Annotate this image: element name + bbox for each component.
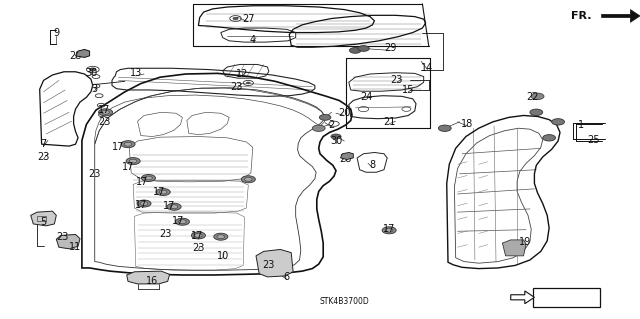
Circle shape: [214, 233, 228, 240]
Circle shape: [531, 93, 544, 100]
Polygon shape: [502, 240, 526, 256]
Polygon shape: [256, 249, 293, 277]
Text: FR.: FR.: [572, 11, 592, 21]
Text: 13: 13: [129, 68, 142, 78]
Circle shape: [195, 234, 202, 237]
Circle shape: [159, 190, 167, 194]
Text: 23: 23: [37, 152, 50, 162]
Text: 28: 28: [69, 51, 82, 61]
Text: 17: 17: [136, 177, 148, 187]
Circle shape: [129, 159, 137, 163]
Circle shape: [349, 48, 361, 53]
Circle shape: [530, 109, 543, 115]
Circle shape: [170, 205, 178, 209]
FancyBboxPatch shape: [533, 288, 600, 307]
Text: 17: 17: [98, 105, 111, 115]
Text: 17: 17: [163, 201, 176, 211]
Text: 20: 20: [338, 108, 351, 118]
Text: 19: 19: [518, 237, 531, 247]
Text: 27: 27: [242, 14, 255, 24]
Text: 23: 23: [390, 75, 403, 85]
Text: 17: 17: [122, 161, 134, 172]
Circle shape: [358, 46, 369, 51]
Text: 2: 2: [328, 120, 335, 130]
Text: 4: 4: [250, 35, 256, 45]
Circle shape: [175, 218, 189, 225]
Text: 1: 1: [578, 120, 584, 130]
Circle shape: [191, 232, 205, 239]
Circle shape: [102, 110, 109, 114]
Polygon shape: [76, 49, 90, 57]
Circle shape: [137, 200, 151, 207]
Text: 14: 14: [421, 63, 434, 73]
Polygon shape: [340, 152, 353, 160]
Circle shape: [217, 235, 225, 239]
Text: B-37-40: B-37-40: [545, 292, 588, 302]
Circle shape: [246, 82, 250, 84]
Polygon shape: [511, 291, 534, 304]
Polygon shape: [127, 271, 170, 284]
Circle shape: [90, 68, 96, 71]
Circle shape: [552, 119, 564, 125]
Circle shape: [179, 220, 186, 224]
Circle shape: [543, 135, 556, 141]
Circle shape: [141, 174, 156, 182]
Circle shape: [126, 158, 140, 165]
Text: 30: 30: [330, 136, 342, 146]
Text: 11: 11: [69, 242, 82, 252]
Circle shape: [121, 141, 135, 148]
Text: 23: 23: [192, 243, 205, 253]
Text: 15: 15: [402, 85, 415, 95]
Text: 9: 9: [53, 28, 60, 39]
Text: 8: 8: [369, 160, 376, 170]
Text: 22: 22: [526, 92, 539, 102]
Text: 29: 29: [384, 43, 397, 54]
Text: 12: 12: [236, 69, 248, 79]
Text: 17: 17: [172, 216, 184, 226]
Text: 23: 23: [88, 169, 101, 179]
Text: 24: 24: [360, 92, 372, 102]
Circle shape: [382, 227, 396, 234]
Text: 23: 23: [98, 117, 111, 127]
Text: 30: 30: [85, 68, 98, 78]
Text: 21: 21: [383, 117, 396, 127]
Text: 10: 10: [216, 251, 229, 261]
Circle shape: [244, 177, 252, 181]
Circle shape: [385, 228, 393, 232]
Text: 16: 16: [146, 276, 159, 286]
Polygon shape: [56, 234, 80, 249]
Polygon shape: [602, 10, 640, 22]
Text: 3: 3: [92, 84, 98, 94]
Circle shape: [167, 203, 181, 210]
Text: 23: 23: [56, 232, 69, 242]
Text: 23: 23: [159, 228, 172, 239]
Circle shape: [438, 125, 451, 131]
Text: 17: 17: [134, 200, 147, 210]
Circle shape: [156, 189, 170, 196]
Circle shape: [99, 109, 113, 116]
Circle shape: [140, 202, 148, 205]
Text: 17: 17: [152, 187, 165, 197]
Text: 7: 7: [40, 139, 47, 149]
Text: 6: 6: [284, 272, 290, 282]
Circle shape: [331, 134, 341, 139]
Text: 23: 23: [262, 260, 275, 271]
Circle shape: [145, 176, 152, 180]
Circle shape: [312, 125, 325, 131]
Circle shape: [233, 17, 238, 20]
Text: 17: 17: [191, 231, 204, 241]
Text: 23: 23: [230, 82, 243, 92]
Text: 25: 25: [588, 135, 600, 145]
Polygon shape: [31, 211, 56, 226]
Text: 17: 17: [383, 224, 396, 234]
Text: STK4B3700D: STK4B3700D: [319, 297, 369, 306]
Text: 5: 5: [40, 217, 47, 227]
Circle shape: [319, 115, 331, 120]
Text: 28: 28: [339, 154, 352, 164]
Circle shape: [241, 176, 255, 183]
Circle shape: [124, 142, 132, 146]
Text: 18: 18: [461, 119, 474, 129]
Text: 17: 17: [112, 142, 125, 152]
